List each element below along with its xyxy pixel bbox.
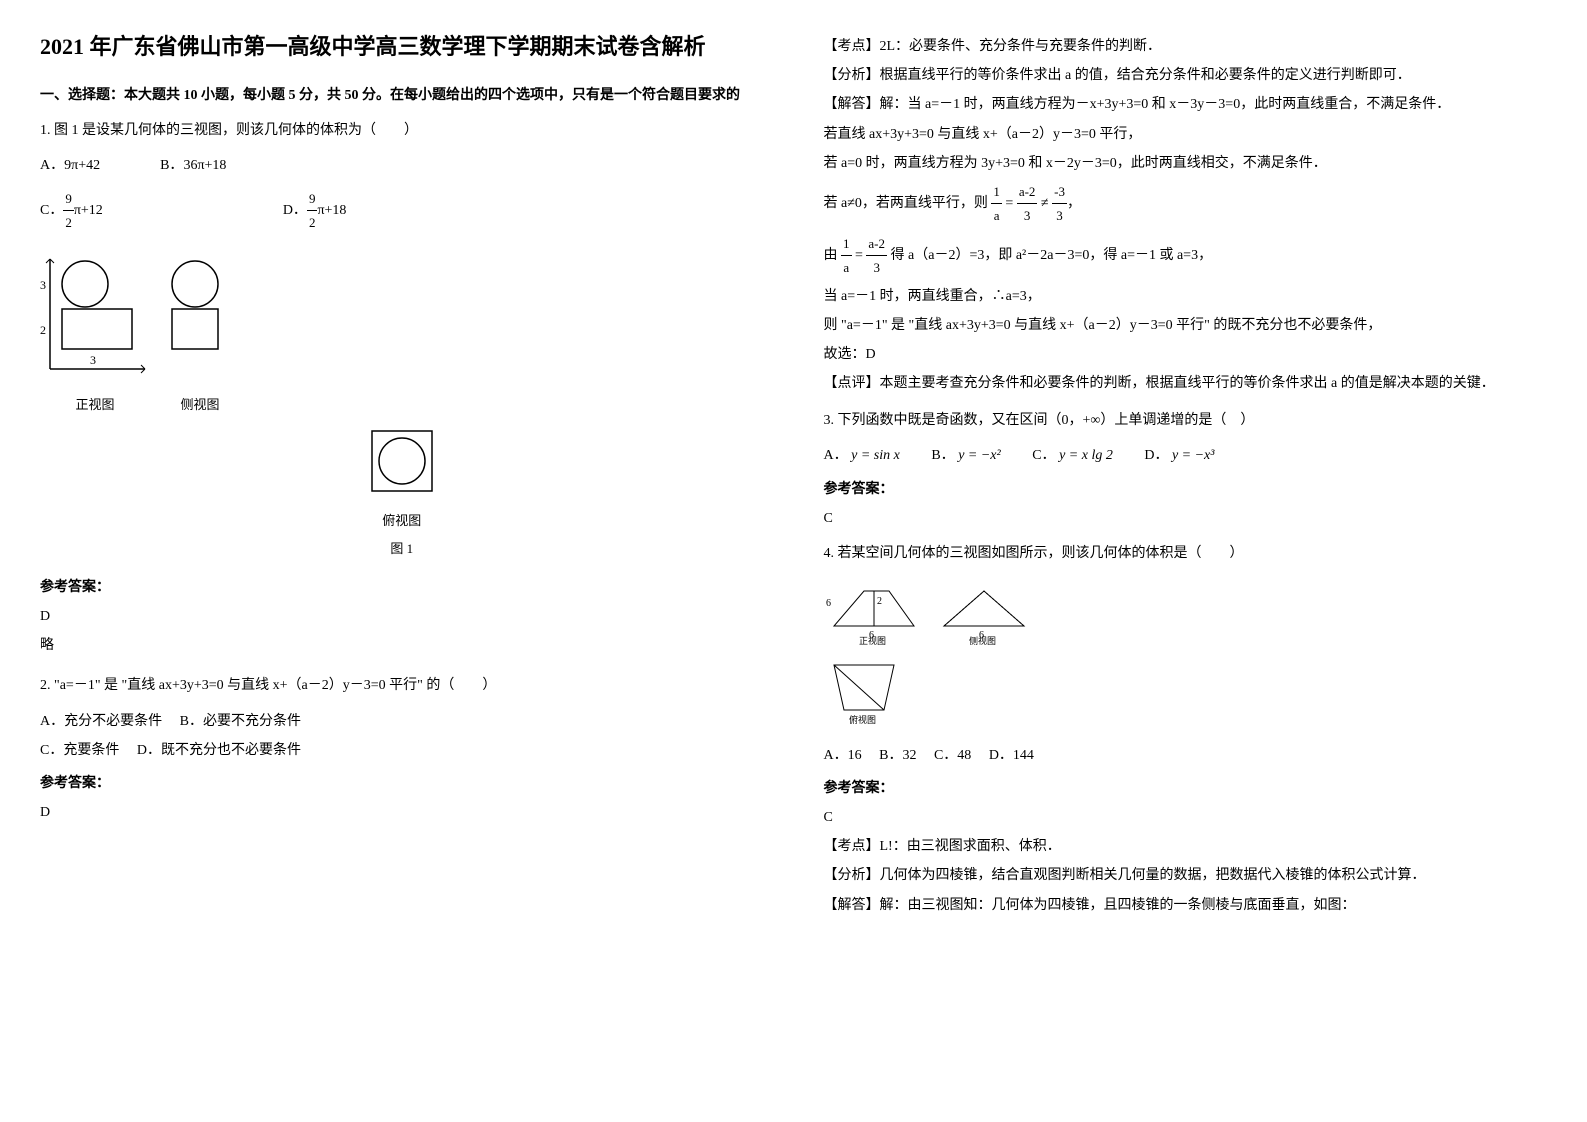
fraction: a-2 3 — [866, 232, 887, 280]
fraction: 9 2 — [63, 187, 74, 235]
q3-options: A． y = sin x B． y = −x² C． y = x lg 2 D．… — [824, 443, 1548, 468]
svg-text:3: 3 — [90, 353, 96, 367]
q3-text: 3. 下列函数中既是奇函数，又在区间（0，+∞）上单调递增的是（ ） — [824, 408, 1548, 433]
q2-jieda5: 由 1 a = a-2 3 得 a（a－2）=3，即 a²－2a－3=0，得 a… — [824, 232, 1548, 280]
opt-tail: π+12 — [74, 198, 103, 223]
opt-value: 36π+18 — [183, 153, 226, 178]
q2-jieda2: 若直线 ax+3y+3=0 与直线 x+（a－2）y－3=0 平行， — [824, 122, 1548, 147]
q2-jieda1: 【解答】解：当 a=－1 时，两直线方程为－x+3y+3=0 和 x－3y－3=… — [824, 92, 1548, 117]
q2-text: 2. "a=－1" 是 "直线 ax+3y+3=0 与直线 x+（a－2）y－3… — [40, 673, 764, 698]
q4-fenxi: 【分析】几何体为四棱锥，结合直观图判断相关几何量的数据，把数据代入棱锥的体积公式… — [824, 863, 1548, 888]
q1-option-a: A． 9π+42 — [40, 153, 100, 178]
q4-top-svg: 俯视图 — [824, 655, 904, 725]
q1-answer: D — [40, 604, 764, 629]
q2-dianping: 【点评】本题主要考查充分条件和必要条件的判断，根据直线平行的等价条件求出 a 的… — [824, 371, 1548, 396]
q2-options-row1: A．充分不必要条件 B．必要不充分条件 — [40, 709, 764, 734]
q4-options: A．16 B．32 C．48 D．144 — [824, 743, 1548, 768]
opt-label: D． — [283, 198, 307, 223]
opt-label: C． — [40, 198, 63, 223]
q1-option-d: D． 9 2 π+18 — [283, 187, 347, 235]
opt-tail: π+18 — [317, 198, 346, 223]
q4-answer: C — [824, 805, 1548, 830]
q4-views-svg: 6 2 6 正视图 6 侧视图 — [824, 576, 1044, 646]
svg-text:2: 2 — [877, 596, 882, 607]
q1-diagram: 3 2 3 正视图 侧视图 — [40, 249, 764, 560]
q4-diagram: 6 2 6 正视图 6 侧视图 俯视图 — [824, 576, 1548, 734]
answer-label: 参考答案： — [824, 776, 1548, 801]
page-title: 2021 年广东省佛山市第一高级中学高三数学理下学期期末试卷含解析 — [40, 30, 764, 63]
q1-option-b: B． 36π+18 — [160, 153, 226, 178]
q1-brief: 略 — [40, 633, 764, 658]
q2-fenxi: 【分析】根据直线平行的等价条件求出 a 的值，结合充分条件和必要条件的定义进行判… — [824, 63, 1548, 88]
fraction: 9 2 — [307, 187, 318, 235]
q2-answer: D — [40, 800, 764, 825]
q4-kaodian: 【考点】L!：由三视图求面积、体积． — [824, 834, 1548, 859]
svg-text:6: 6 — [826, 598, 831, 609]
q1-option-c: C． 9 2 π+12 — [40, 187, 103, 235]
fraction: 1 a — [991, 180, 1002, 228]
q2-jieda4: 若 a≠0，若两直线平行，则 1 a = a-2 3 ≠ -3 3 ， — [824, 180, 1548, 228]
top-view-svg — [367, 426, 437, 496]
q2-options-row2: C．充要条件 D．既不充分也不必要条件 — [40, 738, 764, 763]
answer-label: 参考答案： — [40, 771, 764, 796]
svg-text:3: 3 — [40, 278, 46, 292]
q2-jieda3: 若 a=0 时，两直线方程为 3y+3=0 和 x－2y－3=0，此时两直线相交… — [824, 151, 1548, 176]
q2-jieda7: 则 "a=－1" 是 "直线 ax+3y+3=0 与直线 x+（a－2）y－3=… — [824, 313, 1548, 338]
svg-text:正视图: 正视图 — [859, 635, 886, 646]
fraction: -3 3 — [1052, 180, 1067, 228]
q1-text: 1. 图 1 是设某几何体的三视图，则该几何体的体积为（ ） — [40, 118, 764, 143]
fraction: 1 a — [841, 232, 852, 280]
fraction: a-2 3 — [1017, 180, 1038, 228]
front-view-svg: 3 2 3 — [40, 249, 150, 379]
opt-label: B． — [160, 153, 183, 178]
top-view-label: 俯视图 — [40, 509, 764, 532]
answer-label: 参考答案： — [40, 575, 764, 600]
svg-text:俯视图: 俯视图 — [849, 714, 876, 725]
q2-jieda8: 故选：D — [824, 342, 1548, 367]
svg-text:侧视图: 侧视图 — [969, 635, 996, 646]
q3-answer: C — [824, 506, 1548, 531]
section-heading: 一、选择题：本大题共 10 小题，每小题 5 分，共 50 分。在每小题给出的四… — [40, 83, 764, 108]
q2-kaodian: 【考点】2L：必要条件、充分条件与充要条件的判断． — [824, 34, 1548, 59]
opt-label: A． — [40, 153, 64, 178]
opt-value: 9π+42 — [64, 153, 100, 178]
q2-jieda6: 当 a=－1 时，两直线重合，∴a=3， — [824, 284, 1548, 309]
svg-text:2: 2 — [40, 323, 46, 337]
front-view-label: 正视图 — [40, 393, 150, 416]
figure-label: 图 1 — [40, 537, 764, 560]
q4-jieda: 【解答】解：由三视图知：几何体为四棱锥，且四棱锥的一条侧棱与底面垂直，如图： — [824, 893, 1548, 918]
side-view-label: 侧视图 — [165, 393, 235, 416]
side-view-svg — [165, 249, 235, 379]
q4-text: 4. 若某空间几何体的三视图如图所示，则该几何体的体积是（ ） — [824, 541, 1548, 566]
answer-label: 参考答案： — [824, 477, 1548, 502]
